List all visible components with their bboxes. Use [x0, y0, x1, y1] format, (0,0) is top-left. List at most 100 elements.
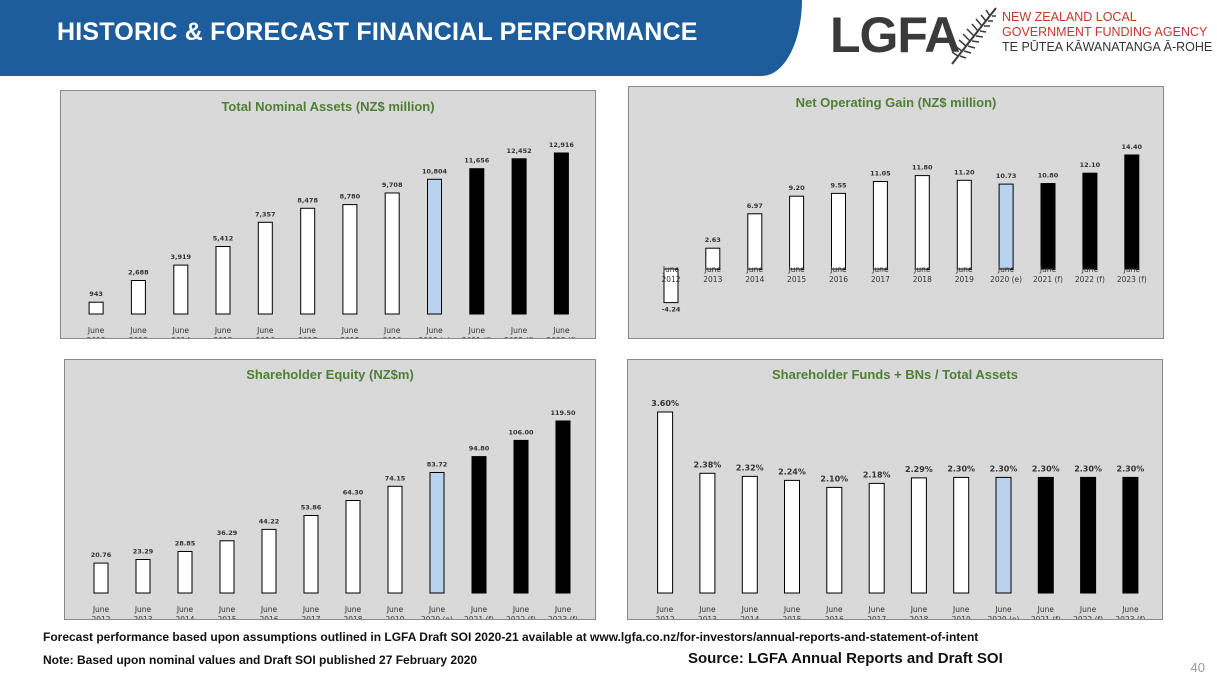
- data-label: 12,916: [549, 141, 575, 149]
- category-label: 2014: [745, 275, 764, 284]
- logo-line-3: TE PŪTEA KĀWANATANGA Ā-ROHE: [1002, 40, 1213, 54]
- bar: [303, 515, 319, 594]
- category-label: 2021 (f): [462, 336, 492, 338]
- data-label: 12.10: [1080, 161, 1101, 169]
- data-label: -4.24: [662, 306, 681, 314]
- category-label: June: [913, 265, 931, 274]
- category-label: 2018: [909, 615, 928, 619]
- bar: [953, 476, 970, 594]
- bar: [831, 192, 846, 270]
- category-label: 2014: [740, 615, 759, 619]
- bar: [826, 486, 843, 594]
- footnote-nominal: Note: Based upon nominal values and Draf…: [43, 653, 478, 667]
- category-label: 2014: [171, 336, 190, 338]
- category-label: June: [425, 326, 443, 335]
- category-label: June: [510, 326, 528, 335]
- data-label: 3.60%: [651, 399, 679, 408]
- category-label: June: [428, 605, 446, 614]
- category-label: 2023 (f): [546, 336, 576, 338]
- category-label: 2015: [782, 615, 801, 619]
- header-banner: HISTORIC & FORECAST FINANCIAL PERFORMANC…: [0, 0, 802, 76]
- category-label: June: [1123, 265, 1141, 274]
- category-label: 2018: [343, 615, 362, 619]
- category-label: 2019: [952, 615, 971, 619]
- data-label: 9.20: [789, 184, 806, 192]
- data-label: 5,412: [213, 235, 234, 243]
- data-label: 119.50: [550, 409, 576, 417]
- category-label: 2012: [656, 615, 675, 619]
- category-label: 2012: [661, 275, 680, 284]
- data-label: 2.24%: [778, 467, 806, 476]
- category-label: June: [256, 326, 274, 335]
- chart-title: Shareholder Equity (NZ$m): [246, 367, 414, 382]
- bar: [219, 540, 235, 594]
- category-label: June: [1121, 605, 1139, 614]
- category-label: 2017: [301, 615, 320, 619]
- bar: [784, 479, 800, 594]
- category-label: June: [1079, 605, 1097, 614]
- category-label: 2016: [825, 615, 844, 619]
- bar: [427, 178, 442, 315]
- category-label: 2021 (f): [464, 615, 494, 619]
- category-label: June: [134, 605, 152, 614]
- data-label: 2.30%: [990, 464, 1018, 473]
- data-label: 83.72: [427, 461, 448, 469]
- bar: [553, 152, 569, 315]
- category-label: June: [299, 326, 317, 335]
- bar: [747, 213, 763, 270]
- logo-wordmark: LGFA: [830, 7, 960, 63]
- category-label: 2023 (f): [1115, 615, 1145, 619]
- data-label: 12,452: [507, 147, 532, 155]
- bar: [868, 482, 885, 594]
- data-label: 2.30%: [1074, 464, 1102, 473]
- bar: [177, 551, 193, 594]
- data-label: 11.20: [954, 168, 975, 176]
- category-label: June: [746, 265, 764, 274]
- chart-panel: Total Nominal Assets (NZ$ million) 943 Ju…: [60, 90, 596, 339]
- chart-plot: 943June20122,688June20133,919June20145,4…: [87, 141, 577, 338]
- category-label: 2020 (e): [421, 615, 453, 619]
- bar: [789, 195, 805, 270]
- data-label: 2.38%: [694, 460, 722, 469]
- category-label: June: [470, 605, 488, 614]
- bar: [910, 477, 927, 594]
- data-label: 2.30%: [947, 464, 975, 473]
- data-label: 106.00: [508, 428, 534, 436]
- category-label: June: [1039, 265, 1057, 274]
- bar: [555, 420, 571, 594]
- bar: [215, 246, 231, 315]
- category-label: 2022 (f): [506, 615, 536, 619]
- chart-panel: Net Operating Gain (NZ$ million) -4.24 Ju…: [628, 86, 1164, 339]
- data-label: 11.05: [870, 170, 891, 178]
- fern-icon: [951, 7, 997, 65]
- logo-line-1: NEW ZEALAND LOCAL: [1002, 10, 1137, 24]
- category-label: 2021 (f): [1031, 615, 1061, 619]
- bar: [998, 183, 1014, 270]
- category-label: 2020 (e): [990, 275, 1022, 284]
- category-label: June: [92, 605, 110, 614]
- category-label: June: [741, 605, 759, 614]
- bar: [173, 264, 189, 315]
- chart-plot: 20.76June201223.29June201328.85June20143…: [91, 409, 578, 619]
- data-label: 2.32%: [736, 463, 764, 472]
- data-label: 23.29: [133, 548, 154, 556]
- bar: [741, 475, 758, 594]
- data-label: 14.40: [1122, 143, 1143, 151]
- data-label: 53.86: [301, 504, 322, 512]
- data-label: 11,656: [464, 157, 490, 165]
- category-label: June: [552, 326, 570, 335]
- category-label: 2019: [955, 275, 974, 284]
- category-label: June: [1081, 265, 1099, 274]
- category-label: June: [386, 605, 404, 614]
- category-label: June: [825, 605, 843, 614]
- category-label: 2012: [87, 336, 106, 338]
- data-label: 28.85: [175, 540, 196, 548]
- category-label: June: [656, 605, 674, 614]
- bar: [956, 179, 972, 270]
- bar: [88, 301, 104, 315]
- data-label: 2,688: [128, 269, 149, 277]
- data-label: 44.22: [259, 517, 280, 525]
- category-label: June: [302, 605, 320, 614]
- category-label: 2019: [385, 615, 404, 619]
- category-label: 2020 (e): [988, 615, 1020, 619]
